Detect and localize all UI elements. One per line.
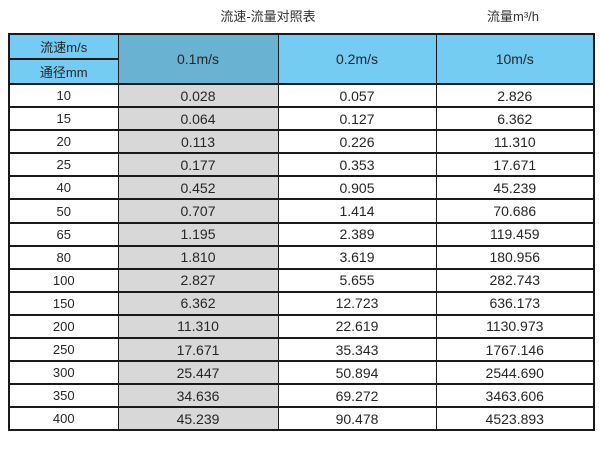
value-cell-10ms: 2544.690 [435,360,595,386]
header-col-0-1ms: 0.1m/s [117,33,279,85]
table-row: 150 6.362 12.723 636.173 [8,290,595,316]
value-cell-10ms: 4523.893 [435,406,595,432]
table-row: 50 0.707 1.414 70.686 [8,198,595,224]
flow-unit-label: 流量m³/h [487,9,540,24]
value-cell-0-2ms: 0.353 [277,152,437,178]
value-cell-0-2ms: 69.272 [277,383,437,409]
diameter-cell: 200 [8,313,119,340]
value-cell-0-2ms: 12.723 [277,290,437,316]
value-cell-0-2ms: 0.905 [277,175,437,201]
value-cell-0-1ms: 0.452 [117,175,279,201]
value-cell-0-1ms: 34.636 [117,383,279,409]
value-cell-10ms: 70.686 [435,198,595,224]
value-cell-0-1ms: 2.827 [117,267,279,293]
value-cell-0-2ms: 3.619 [277,244,437,270]
value-cell-0-1ms: 1.195 [117,221,279,247]
value-cell-0-1ms: 0.064 [117,106,279,132]
table-row: 20 0.113 0.226 11.310 [8,129,595,155]
diameter-cell: 300 [8,360,119,386]
table-row: 10 0.028 0.057 2.826 [8,82,595,109]
value-cell-0-1ms: 25.447 [117,360,279,386]
value-cell-0-2ms: 5.655 [277,267,437,293]
table-row: 80 1.810 3.619 180.956 [8,244,595,270]
table-row: 400 45.239 90.478 4523.893 [8,406,595,432]
value-cell-0-2ms: 22.619 [277,313,437,340]
value-cell-0-2ms: 0.226 [277,129,437,155]
table-row: 40 0.452 0.905 45.239 [8,175,595,201]
diameter-cell: 10 [8,82,119,109]
table-header: 流速m/s 0.1m/s 0.2m/s 10m/s 通径mm [8,33,595,85]
table-row: 25 0.177 0.353 17.671 [8,152,595,178]
value-cell-0-1ms: 6.362 [117,290,279,316]
value-cell-0-1ms: 0.707 [117,198,279,224]
value-cell-0-2ms: 2.389 [277,221,437,247]
diameter-cell: 65 [8,221,119,247]
value-cell-10ms: 1767.146 [435,337,595,363]
table-row: 65 1.195 2.389 119.459 [8,221,595,247]
diameter-cell: 25 [8,152,119,178]
value-cell-10ms: 282.743 [435,267,595,293]
diameter-cell: 100 [8,267,119,293]
value-cell-10ms: 3463.606 [435,383,595,409]
value-cell-10ms: 45.239 [435,175,595,201]
value-cell-10ms: 636.173 [435,290,595,316]
value-cell-0-2ms: 35.343 [277,337,437,363]
diameter-cell: 50 [8,198,119,224]
value-cell-10ms: 1130.973 [435,313,595,340]
value-cell-10ms: 17.671 [435,152,595,178]
value-cell-0-1ms: 17.671 [117,337,279,363]
header-col-0-2ms: 0.2m/s [277,33,437,85]
header-flow-speed: 流速m/s [8,33,119,60]
value-cell-0-2ms: 0.057 [277,82,437,109]
table-row: 250 17.671 35.343 1767.146 [8,337,595,363]
header-col-10ms: 10m/s [435,33,595,85]
value-cell-10ms: 119.459 [435,221,595,247]
table-body: 10 0.028 0.057 2.826 15 0.064 0.127 6.362 20 0.11… [8,82,595,432]
diameter-cell: 80 [8,244,119,270]
diameter-cell: 250 [8,337,119,363]
diameter-cell: 150 [8,290,119,316]
diameter-cell: 20 [8,129,119,155]
value-cell-0-1ms: 0.113 [117,129,279,155]
value-cell-0-2ms: 50.894 [277,360,437,386]
table-row: 100 2.827 5.655 282.743 [8,267,595,293]
value-cell-0-1ms: 0.177 [117,152,279,178]
diameter-cell: 15 [8,106,119,132]
diameter-cell: 350 [8,383,119,409]
value-cell-10ms: 2.826 [435,82,595,109]
diameter-cell: 400 [8,406,119,432]
value-cell-0-2ms: 1.414 [277,198,437,224]
value-cell-0-1ms: 1.810 [117,244,279,270]
value-cell-10ms: 11.310 [435,129,595,155]
value-cell-10ms: 6.362 [435,106,595,132]
value-cell-0-2ms: 90.478 [277,406,437,432]
value-cell-10ms: 180.956 [435,244,595,270]
page-title: 流速-流量对照表 [220,9,316,24]
table-row: 200 11.310 22.619 1130.973 [8,313,595,340]
table-row: 15 0.064 0.127 6.362 [8,106,595,132]
diameter-cell: 40 [8,175,119,201]
value-cell-0-1ms: 45.239 [117,406,279,432]
table-row: 350 34.636 69.272 3463.606 [8,383,595,409]
value-cell-0-1ms: 0.028 [117,82,279,109]
table-row: 300 25.447 50.894 2544.690 [8,360,595,386]
flow-rate-table: 流速m/s 0.1m/s 0.2m/s 10m/s 通径mm 10 0.028 0.… [8,33,595,432]
header-diameter: 通径mm [8,58,119,85]
value-cell-0-1ms: 11.310 [117,313,279,340]
value-cell-0-2ms: 0.127 [277,106,437,132]
